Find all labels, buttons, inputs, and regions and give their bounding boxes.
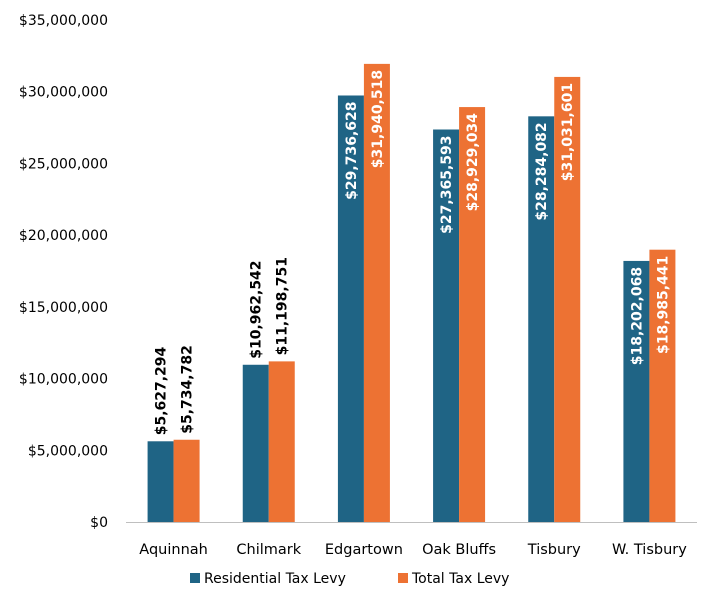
data-label: $18,202,068: [629, 267, 645, 365]
bar-residential-3: [433, 129, 460, 522]
data-label: $5,734,782: [180, 345, 196, 434]
bar-total-5: [649, 249, 676, 523]
data-label: $29,736,628: [344, 101, 360, 199]
x-tick-label: Aquinnah: [139, 542, 208, 558]
y-tick-label: $5,000,000: [28, 443, 108, 459]
data-labels: $5,627,294 $5,734,782 $10,962,542 $11,198,7…: [154, 70, 672, 435]
x-tick-label: Chilmark: [236, 542, 301, 558]
y-tick-label: $0: [90, 515, 108, 531]
bars: [147, 63, 676, 523]
legend-label: Total Tax Levy: [411, 571, 509, 587]
x-tick-label: Oak Bluffs: [422, 542, 496, 558]
y-tick-label: $35,000,000: [19, 13, 108, 29]
data-label: $31,940,518: [370, 70, 386, 168]
bar-residential-5: [623, 260, 650, 522]
x-tick-label: W. Tisbury: [612, 542, 687, 558]
y-tick-label: $25,000,000: [19, 156, 108, 172]
x-axis-labels: Aquinnah Chilmark Edgartown Oak Bluffs Tisbu…: [139, 542, 687, 558]
y-tick-label: $10,000,000: [19, 372, 108, 388]
bar-residential-4: [528, 116, 555, 523]
legend-swatch: [190, 573, 200, 583]
y-tick-label: $15,000,000: [19, 300, 108, 316]
legend-swatch: [398, 573, 408, 583]
bar-residential-2: [337, 95, 364, 522]
legend: Residential Tax Levy Total Tax Levy: [190, 571, 509, 587]
x-tick-label: Edgartown: [325, 542, 403, 558]
bar-total-0: [173, 439, 200, 522]
bar-residential-1: [242, 364, 269, 522]
y-tick-label: $30,000,000: [19, 85, 108, 101]
data-label: $28,929,034: [465, 113, 481, 212]
bar-total-4: [554, 76, 581, 522]
data-label: $31,031,601: [560, 83, 576, 181]
bar-total-2: [363, 63, 390, 522]
data-label: $11,198,751: [275, 257, 291, 355]
legend-label: Residential Tax Levy: [204, 571, 346, 587]
data-label: $5,627,294: [154, 346, 170, 435]
x-tick-label: Tisbury: [527, 542, 581, 558]
y-axis-labels: $0 $5,000,000 $10,000,000 $15,000,000 $20,00…: [19, 13, 108, 531]
y-tick-label: $20,000,000: [19, 228, 108, 244]
data-label: $10,962,542: [249, 260, 265, 358]
bar-total-1: [268, 361, 295, 522]
bar-total-3: [459, 107, 486, 522]
data-label: $18,985,441: [655, 256, 671, 354]
data-label: $28,284,082: [534, 122, 550, 220]
data-label: $27,365,593: [439, 135, 455, 233]
bar-residential-0: [147, 441, 174, 522]
